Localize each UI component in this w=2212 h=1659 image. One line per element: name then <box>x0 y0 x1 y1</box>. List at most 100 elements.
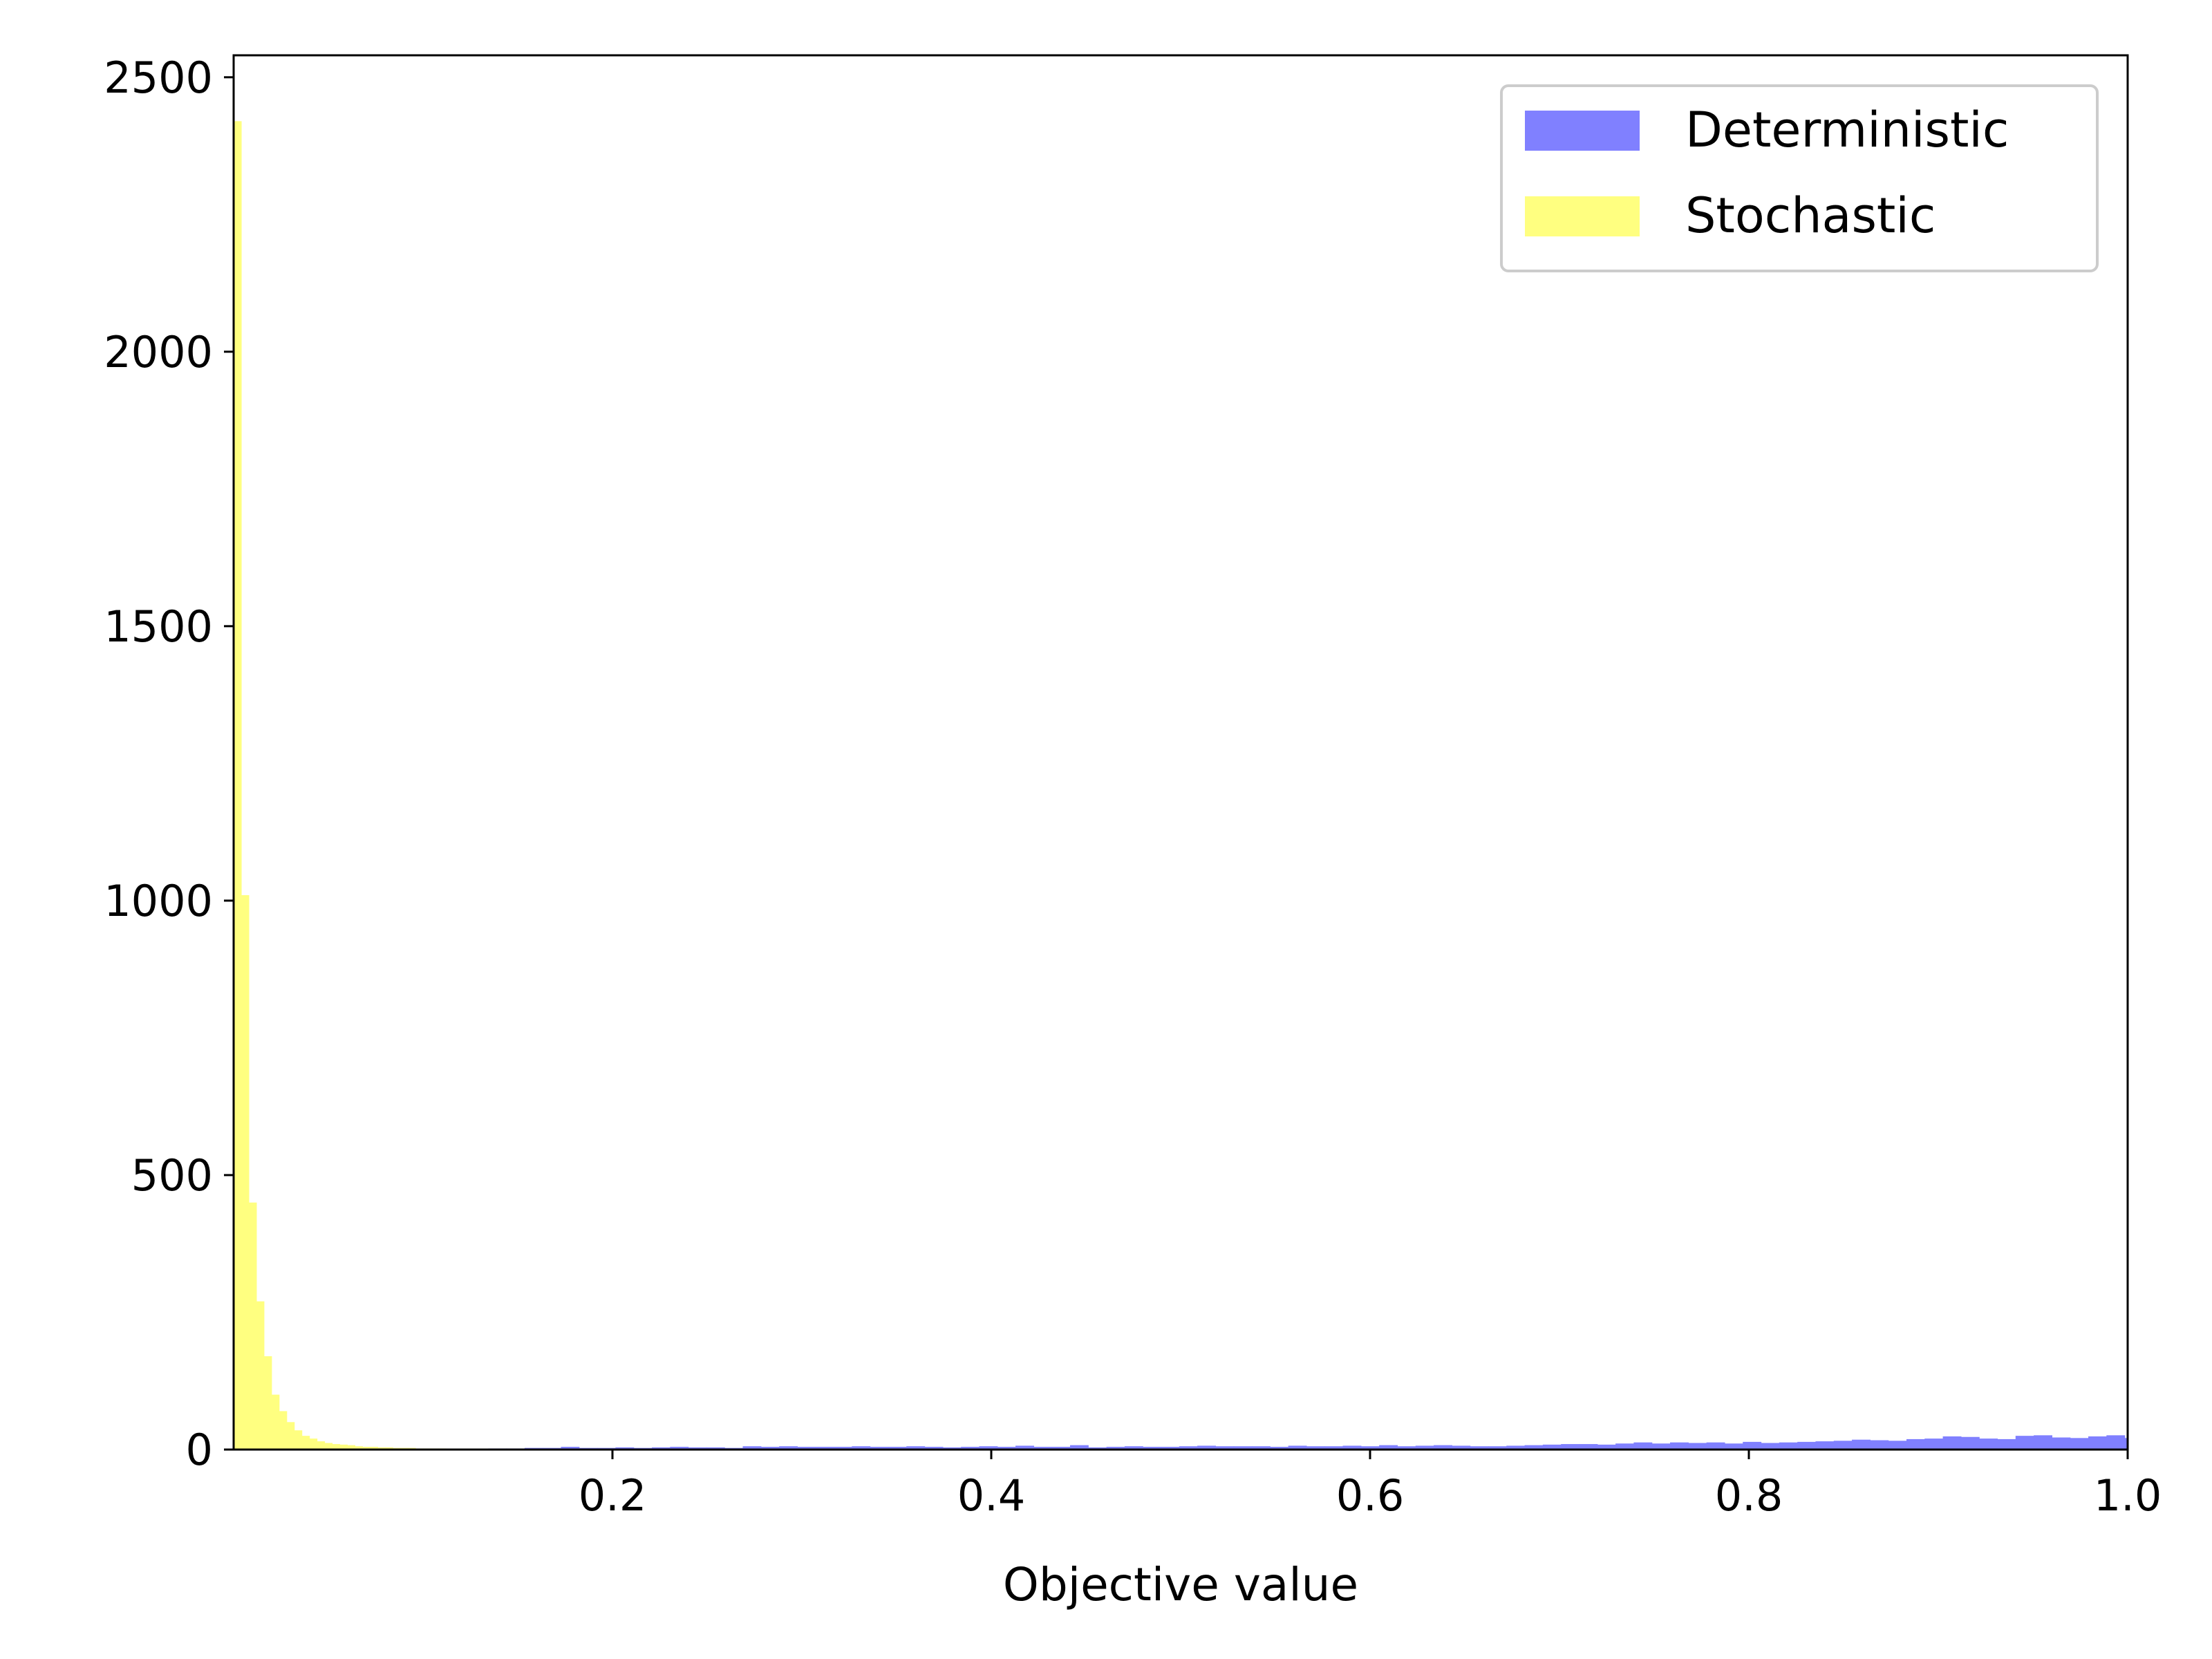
bar-deterministic <box>1724 1443 1743 1450</box>
bar-deterministic <box>1252 1446 1271 1450</box>
bar-deterministic <box>1815 1441 1835 1450</box>
y-tick-label: 0 <box>186 1425 213 1475</box>
bar-deterministic <box>870 1447 889 1450</box>
bar-deterministic <box>1306 1446 1325 1450</box>
bar-deterministic <box>1888 1441 1907 1450</box>
bar-deterministic <box>1179 1446 1198 1450</box>
x-tick-label: 0.4 <box>957 1470 1026 1521</box>
bar-deterministic <box>1597 1444 1616 1450</box>
bar-stochastic <box>317 1441 326 1450</box>
bar-stochastic <box>286 1422 295 1450</box>
bar-deterministic <box>1833 1441 1853 1450</box>
bar-deterministic <box>1852 1439 1871 1450</box>
bar-deterministic <box>2015 1436 2034 1450</box>
bar-deterministic <box>1579 1444 1598 1450</box>
bar-deterministic <box>815 1447 834 1450</box>
bar-deterministic <box>1270 1447 1289 1450</box>
bar-deterministic <box>1324 1446 1344 1450</box>
bar-stochastic <box>362 1447 371 1450</box>
bar-stochastic <box>347 1445 355 1450</box>
bar-deterministic <box>2106 1435 2126 1450</box>
bar-deterministic <box>760 1447 780 1450</box>
y-tick-label: 1500 <box>104 601 213 652</box>
bar-stochastic <box>385 1447 393 1450</box>
bar-deterministic <box>2034 1435 2052 1450</box>
x-tick-label: 0.2 <box>579 1470 647 1521</box>
bar-deterministic <box>1524 1445 1544 1450</box>
y-tick-label: 1000 <box>104 876 213 926</box>
bar-deterministic <box>924 1447 944 1450</box>
bar-stochastic <box>309 1438 318 1450</box>
bar-deterministic <box>1288 1445 1307 1450</box>
bar-deterministic <box>1033 1447 1053 1450</box>
bar-deterministic <box>1397 1446 1416 1450</box>
bar-stochastic <box>324 1443 333 1450</box>
bar-stochastic <box>370 1447 378 1450</box>
bar-deterministic <box>961 1447 980 1450</box>
bar-deterministic <box>1452 1445 1471 1450</box>
bar-deterministic <box>1488 1446 1507 1450</box>
bar-stochastic <box>248 1202 257 1450</box>
bar-deterministic <box>1233 1446 1253 1450</box>
bar-deterministic <box>1106 1447 1125 1450</box>
x-tick-label: 0.8 <box>1715 1470 1783 1521</box>
bar-stochastic <box>234 121 242 1450</box>
bar-deterministic <box>1870 1440 1889 1450</box>
legend: Deterministic Stochastic <box>1500 84 2099 272</box>
bar-deterministic <box>997 1447 1016 1450</box>
x-tick-label: 1.0 <box>2094 1470 2162 1521</box>
bar-deterministic <box>1379 1445 1398 1450</box>
bar-deterministic <box>779 1446 798 1450</box>
bar-deterministic <box>1506 1445 1526 1450</box>
y-tick-label: 500 <box>131 1150 213 1201</box>
bar-deterministic <box>615 1447 635 1450</box>
bar-deterministic <box>852 1446 871 1450</box>
bar-deterministic <box>1997 1438 2016 1450</box>
legend-frame <box>1500 84 2099 272</box>
bar-deterministic <box>1906 1438 1925 1450</box>
bar-deterministic <box>1542 1444 1562 1450</box>
bar-deterministic <box>2070 1438 2089 1450</box>
bar-deterministic <box>1143 1447 1162 1450</box>
bar-deterministic <box>1161 1447 1180 1450</box>
bar-deterministic <box>1342 1445 1362 1450</box>
plot-frame <box>232 54 2129 1451</box>
x-axis-label: Objective value <box>1003 1558 1358 1611</box>
bar-deterministic <box>1706 1442 1725 1450</box>
bar-deterministic <box>1651 1443 1671 1450</box>
bar-stochastic <box>241 894 250 1450</box>
series-stochastic <box>234 121 507 1450</box>
bar-stochastic <box>279 1411 288 1450</box>
bar-deterministic <box>1670 1442 1689 1450</box>
bar-deterministic <box>906 1446 926 1450</box>
bar-deterministic <box>942 1447 962 1450</box>
bar-deterministic <box>1761 1443 1780 1450</box>
bar-deterministic <box>688 1447 707 1450</box>
legend-label-deterministic: Deterministic <box>1685 102 2009 158</box>
bar-deterministic <box>1015 1445 1034 1450</box>
bar-stochastic <box>271 1394 280 1450</box>
bar-deterministic <box>561 1447 580 1450</box>
bar-deterministic <box>670 1447 689 1450</box>
bar-stochastic <box>377 1447 386 1450</box>
y-tick-label: 2000 <box>104 327 213 377</box>
x-tick-label: 0.6 <box>1336 1470 1405 1521</box>
bar-deterministic <box>1434 1445 1452 1450</box>
bar-deterministic <box>979 1446 998 1450</box>
bar-deterministic <box>1743 1441 1762 1450</box>
bar-stochastic <box>301 1436 310 1450</box>
bar-deterministic <box>834 1447 852 1450</box>
bar-deterministic <box>1561 1444 1580 1450</box>
bar-deterministic <box>742 1446 762 1450</box>
bar-deterministic <box>1942 1436 1962 1450</box>
legend-label-stochastic: Stochastic <box>1685 187 1936 244</box>
bar-stochastic <box>256 1301 265 1450</box>
bar-deterministic <box>1615 1443 1634 1450</box>
bar-deterministic <box>1633 1442 1653 1450</box>
bar-deterministic <box>2052 1437 2071 1450</box>
bar-deterministic <box>1688 1443 1707 1450</box>
bar-deterministic <box>1360 1446 1380 1450</box>
bar-deterministic <box>797 1447 816 1450</box>
